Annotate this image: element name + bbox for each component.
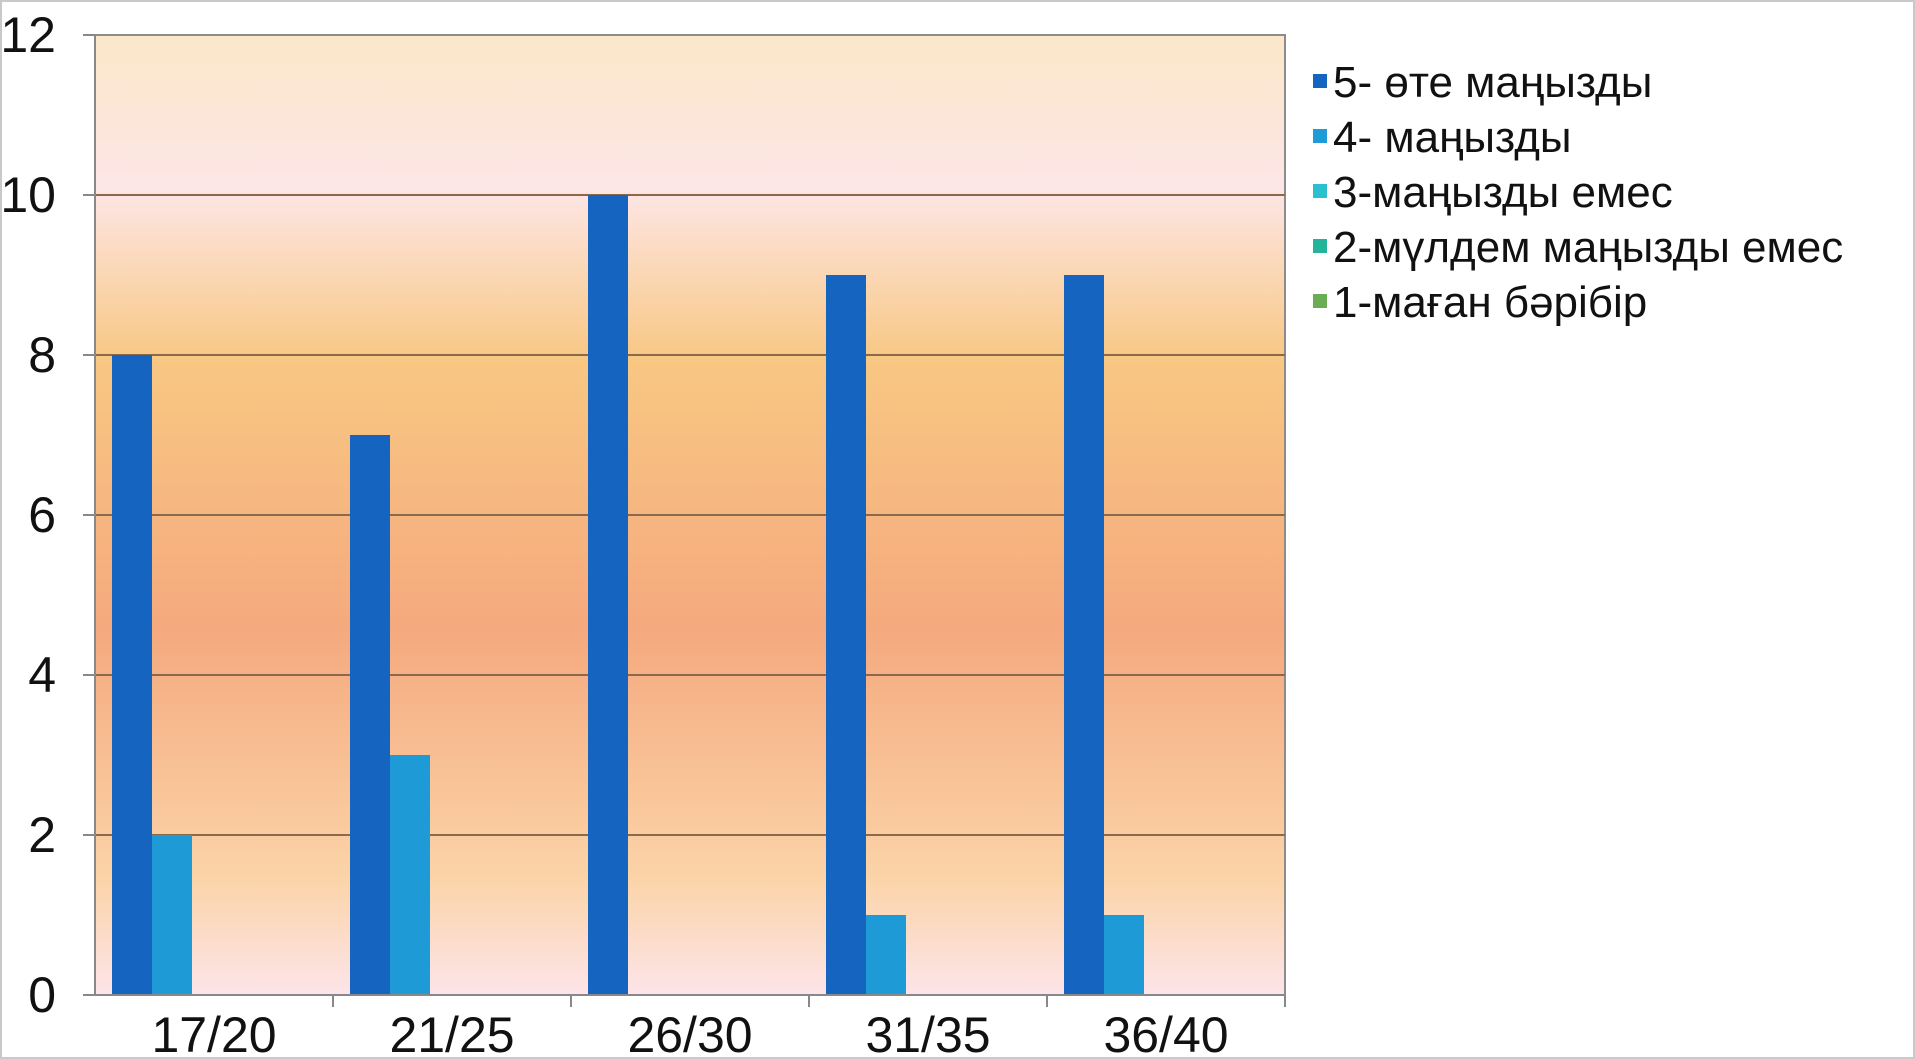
legend-label: 5- өте маңызды — [1333, 58, 1652, 107]
x-tick-label: 31/35 — [865, 1007, 990, 1059]
y-tick-label: 6 — [28, 487, 56, 543]
y-tick-label: 0 — [28, 967, 56, 1023]
bars — [112, 195, 1144, 995]
bar — [588, 195, 628, 995]
x-tick-label: 36/40 — [1103, 1007, 1228, 1059]
legend-label: 2-мүлдем маңызды емес — [1333, 223, 1843, 272]
legend: 5- өте маңызды 4- маңызды 3-маңызды емес 2-… — [1313, 58, 1843, 327]
y-tick-label: 10 — [0, 167, 56, 223]
bar — [866, 915, 906, 995]
bar — [1104, 915, 1144, 995]
x-tick-label: 17/20 — [151, 1007, 276, 1059]
x-tick-label: 26/30 — [627, 1007, 752, 1059]
bar — [152, 835, 192, 995]
x-tick-label: 21/25 — [389, 1007, 514, 1059]
legend-swatch — [1313, 239, 1327, 253]
bar — [112, 355, 152, 995]
axes — [83, 34, 1286, 1007]
legend-swatch — [1313, 294, 1327, 308]
y-tick-label: 12 — [0, 7, 56, 63]
bar — [826, 275, 866, 995]
legend-swatch — [1313, 74, 1327, 88]
y-tick-label: 2 — [28, 807, 56, 863]
bar — [350, 435, 390, 995]
y-tick-label: 8 — [28, 327, 56, 383]
legend-label: 4- маңызды — [1333, 113, 1572, 162]
legend-swatch — [1313, 184, 1327, 198]
tick-labels: 0 2 4 6 8 10 12 17/20 21/25 26/30 31/35 36/40 — [0, 7, 1228, 1059]
legend-label: 1-маған бәрібір — [1333, 278, 1647, 327]
bar — [1064, 275, 1104, 995]
legend-label: 3-маңызды емес — [1333, 168, 1673, 217]
bar — [390, 755, 430, 995]
y-tick-label: 4 — [28, 647, 56, 703]
legend-swatch — [1313, 129, 1327, 143]
